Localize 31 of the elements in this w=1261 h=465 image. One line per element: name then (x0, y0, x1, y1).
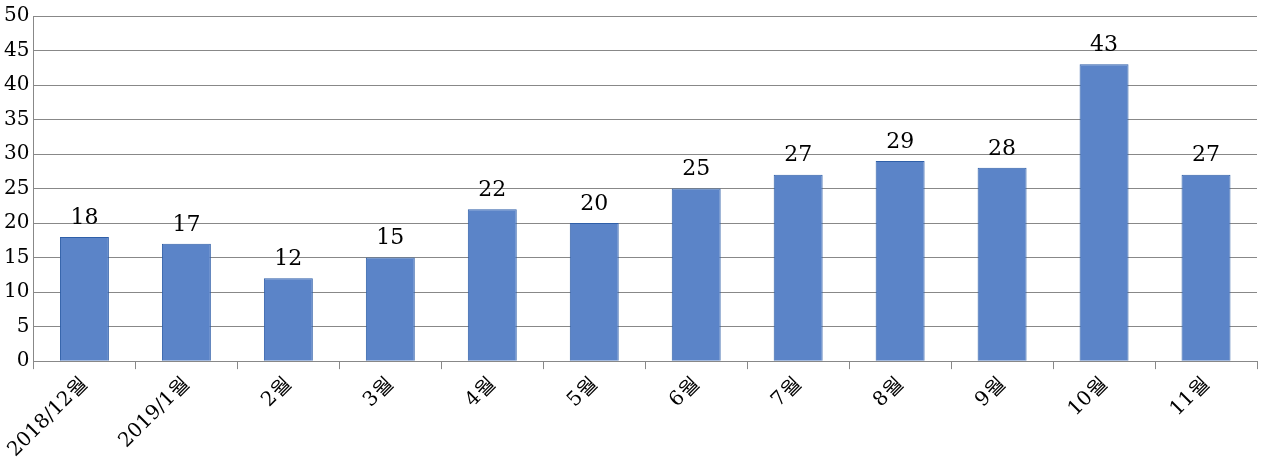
data-label: 27 (784, 141, 813, 167)
x-tick-label: 5월 (561, 370, 602, 411)
data-label: 43 (1090, 31, 1119, 57)
x-tick-label: 7월 (765, 370, 806, 411)
y-tick-label: 5 (16, 312, 30, 337)
y-tick-label: 30 (4, 140, 30, 165)
y-tick-label: 45 (4, 36, 30, 61)
data-label: 18 (70, 203, 99, 229)
x-tick-label: 3월 (357, 370, 398, 411)
data-label: 15 (376, 224, 405, 250)
data-label: 27 (1192, 141, 1221, 167)
data-label: 12 (274, 245, 303, 271)
y-tick-label: 40 (4, 71, 30, 96)
y-tick-label: 15 (4, 243, 30, 268)
y-tick-label: 0 (16, 347, 30, 372)
y-tick-label: 20 (4, 209, 30, 234)
data-label: 29 (886, 127, 915, 153)
y-tick-label: 50 (4, 2, 30, 27)
y-tick-label: 25 (4, 174, 30, 199)
x-tick-label: 6월 (663, 370, 704, 411)
y-tick-label: 10 (4, 278, 30, 303)
x-tick-label: 2월 (255, 370, 296, 411)
data-label: 28 (988, 134, 1017, 160)
data-label: 25 (682, 155, 711, 181)
data-label: 22 (478, 176, 507, 201)
x-tick-label: 4월 (459, 370, 500, 411)
data-label: 20 (580, 189, 609, 215)
data-label: 17 (172, 210, 201, 236)
x-tick-label: 8월 (867, 370, 908, 411)
x-tick-label: 9월 (969, 370, 1010, 411)
y-tick-label: 35 (4, 105, 30, 130)
